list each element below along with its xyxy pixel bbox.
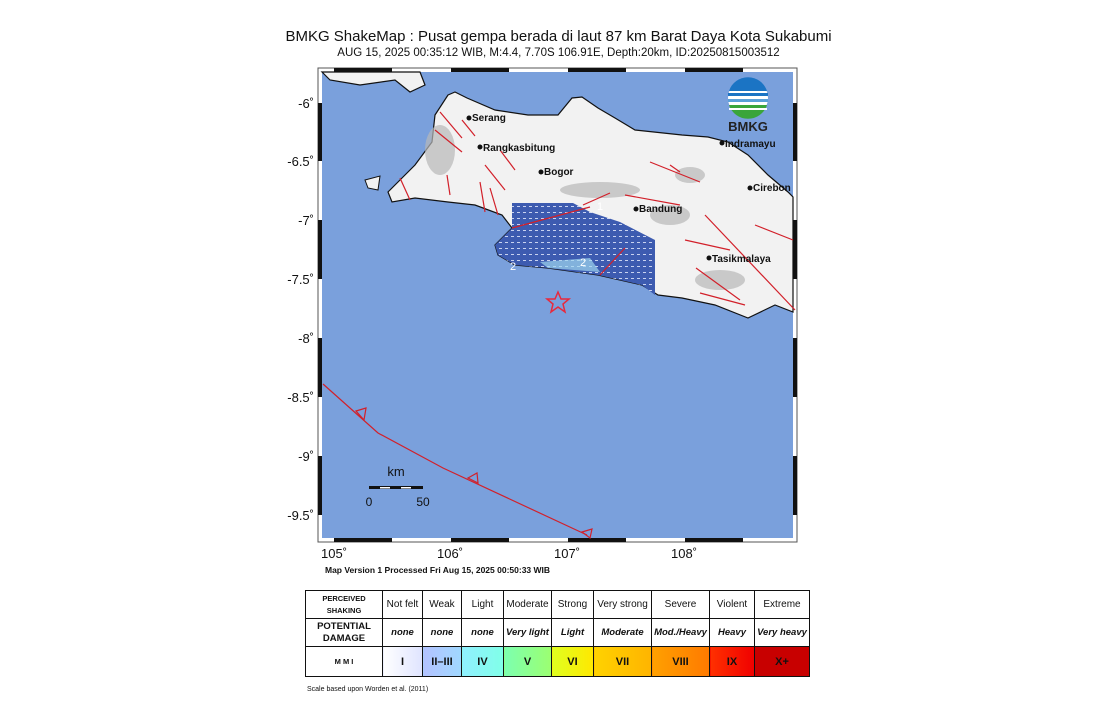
map-title: BMKG ShakeMap : Pusat gempa berada di la…: [285, 28, 832, 45]
lat-tick: -6.5˚: [287, 154, 314, 169]
svg-text:Bogor: Bogor: [544, 167, 574, 178]
mmi-cell: VI: [551, 646, 594, 677]
svg-text:50: 50: [416, 495, 430, 509]
intensity-zone-light: [540, 258, 600, 272]
lon-tick: 108˚: [671, 546, 698, 561]
shaking-cell: Severe: [651, 590, 710, 619]
lat-tick: -8.5˚: [287, 390, 314, 405]
city-cirebon: Cirebon: [747, 183, 791, 194]
damage-cell: Very heavy: [754, 618, 810, 647]
city-indramayu: Indramayu: [719, 139, 776, 150]
shaking-header: PERCEIVED SHAKING: [305, 590, 383, 619]
shaking-cell: Strong: [551, 590, 594, 619]
damage-cell: Light: [551, 618, 594, 647]
mmi-row: M M I I II–III IV V VI VII VIII IX X+: [305, 646, 810, 677]
lon-tick: 107˚: [554, 546, 581, 561]
damage-row: POTENTIAL DAMAGE none none none Very ligh…: [305, 618, 810, 647]
damage-cell: none: [382, 618, 423, 647]
faults: [399, 111, 796, 311]
mmi-cell: I: [382, 646, 423, 677]
bmkg-logo: BMKG: [728, 77, 768, 134]
damage-cell: Mod./Heavy: [651, 618, 710, 647]
island: [364, 175, 381, 191]
shaking-row: PERCEIVED SHAKING Not felt Weak Light Mod…: [305, 590, 810, 619]
java-landmass: [387, 91, 794, 319]
mmi-cell: VII: [593, 646, 652, 677]
svg-text:Bandung: Bandung: [639, 204, 682, 215]
mmi-cell: II–III: [422, 646, 462, 677]
svg-text:km: km: [387, 464, 404, 479]
lon-tick: 106˚: [437, 546, 464, 561]
svg-text:Tasikmalaya: Tasikmalaya: [712, 254, 771, 265]
city-bandung: Bandung: [633, 204, 682, 215]
event-details: AUG 15, 2025 00:35:12 WIB, M:4.4, 7.70S …: [337, 47, 780, 59]
mmi-cell: IX: [709, 646, 755, 677]
svg-text:Serang: Serang: [472, 113, 506, 124]
cities: Serang Rangkasbitung Bogor Bandung Indra…: [466, 113, 791, 265]
mmi-header: M M I: [305, 646, 383, 677]
damage-cell: Very light: [503, 618, 552, 647]
svg-text:Rangkasbitung: Rangkasbitung: [483, 143, 555, 154]
damage-header: POTENTIAL DAMAGE: [305, 618, 383, 647]
shaking-cell: Light: [461, 590, 504, 619]
svg-text:1: 1: [597, 201, 603, 213]
sumatra-tip: [320, 71, 426, 93]
lat-tick: -9.5˚: [287, 508, 314, 523]
scale-note: Scale based upon Worden et al. (2011): [307, 686, 429, 693]
map-version: Map Version 1 Processed Fri Aug 15, 2025…: [325, 565, 551, 575]
lon-tick: 105˚: [321, 546, 348, 561]
scale-bar: km 0 50: [366, 464, 430, 509]
svg-text:Indramayu: Indramayu: [725, 139, 776, 150]
mmi-cell: X+: [754, 646, 810, 677]
damage-cell: Moderate: [593, 618, 652, 647]
shaking-cell: Weak: [422, 590, 462, 619]
shaking-cell: Moderate: [503, 590, 552, 619]
lat-tick: -9˚: [298, 449, 314, 464]
svg-text:2: 2: [510, 261, 516, 273]
lat-tick: -8˚: [298, 331, 314, 346]
damage-cell: none: [422, 618, 462, 647]
contour-labels: 1 2 2: [510, 201, 603, 273]
city-serang: Serang: [466, 113, 506, 124]
damage-cell: none: [461, 618, 504, 647]
mmi-legend: PERCEIVED SHAKING Not felt Weak Light Mod…: [305, 590, 810, 677]
subduction-trench: [322, 383, 588, 536]
shaking-cell: Violent: [709, 590, 755, 619]
mmi-cell: VIII: [651, 646, 710, 677]
shaking-cell: Not felt: [382, 590, 423, 619]
svg-text:0: 0: [366, 495, 373, 509]
lat-tick: -7.5˚: [287, 272, 314, 287]
city-bogor: Bogor: [538, 167, 574, 178]
svg-text:Cirebon: Cirebon: [753, 183, 791, 194]
terrain: [425, 125, 745, 290]
mmi-cell: V: [503, 646, 552, 677]
trench-triangles: [354, 407, 593, 540]
shaking-cell: Very strong: [593, 590, 652, 619]
svg-text:2: 2: [580, 257, 586, 269]
lat-tick: -7˚: [298, 213, 314, 228]
mmi-cell: IV: [461, 646, 504, 677]
damage-cell: Heavy: [709, 618, 755, 647]
shaking-cell: Extreme: [754, 590, 810, 619]
city-tasikmalaya: Tasikmalaya: [706, 254, 771, 265]
intensity-zone: [495, 203, 655, 295]
star-icon: [544, 290, 572, 314]
svg-text:BMKG: BMKG: [728, 119, 768, 134]
lat-tick: -6˚: [298, 96, 314, 111]
city-rangkasbitung: Rangkasbitung: [477, 143, 555, 154]
frame-ticks: [318, 68, 797, 542]
